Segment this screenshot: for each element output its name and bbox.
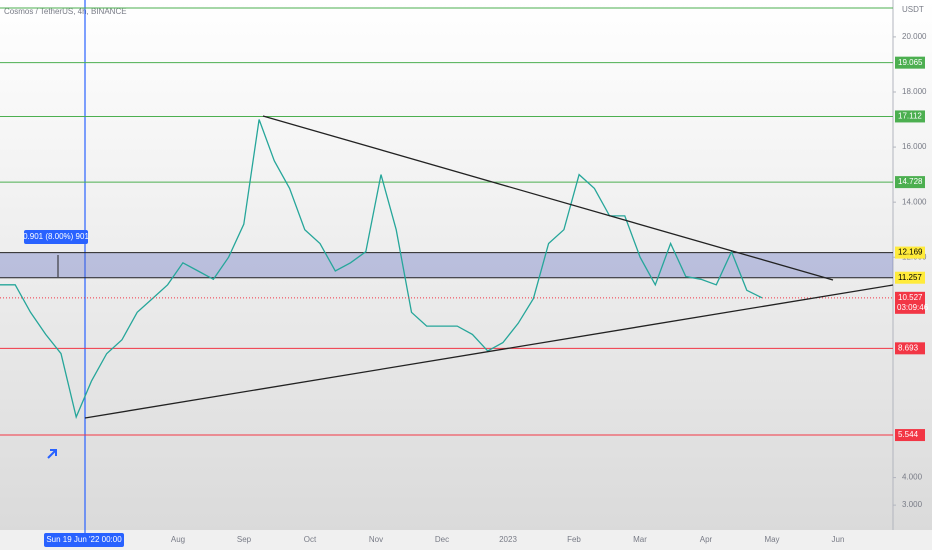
price-tag [895, 246, 925, 259]
price-tag-label: 5.544 [898, 430, 919, 439]
price-tag-label: 8.693 [898, 343, 919, 352]
x-tick-label: May [764, 535, 779, 544]
price-tag-label: 11.257 [898, 273, 922, 282]
x-tick-label: Feb [567, 535, 581, 544]
countdown: 03:09:46 [897, 303, 929, 312]
measure-box [24, 230, 88, 244]
price-tag [895, 342, 925, 355]
crosshair-date-box [44, 533, 124, 547]
x-tick-label: Apr [700, 535, 713, 544]
measure-label: 0.901 (8.00%) 901 [23, 232, 89, 241]
y-tick-label: 18.000 [902, 87, 927, 96]
y-tick-label: 14.000 [902, 197, 927, 206]
price-tag [895, 176, 925, 189]
last-price-box [895, 291, 925, 314]
x-tick-label: Jun [832, 535, 845, 544]
x-tick-label: Oct [304, 535, 317, 544]
y-tick-label: 3.000 [902, 500, 923, 509]
crosshair-date: Sun 19 Jun '22 00:00 [46, 535, 122, 544]
x-tick-label: Aug [171, 535, 185, 544]
x-tick-label: Mar [633, 535, 647, 544]
x-tick-label: Nov [369, 535, 383, 544]
price-tag [895, 271, 925, 284]
y-tick-label: 16.000 [902, 142, 927, 151]
x-tick-label: Dec [435, 535, 449, 544]
price-tag-label: 12.169 [898, 248, 923, 257]
y-tick-label: 20.000 [902, 32, 927, 41]
time-axis [0, 530, 932, 550]
price-tag [895, 429, 925, 442]
zone [0, 252, 893, 278]
price-tag-label: 19.065 [898, 58, 923, 67]
price-tag [895, 110, 925, 123]
y-tick-label: 4.000 [902, 473, 923, 482]
x-tick-label: 2023 [499, 535, 517, 544]
symbol: Cosmos / TetherUS, 4h, BINANCE [4, 7, 127, 16]
price-tag-label: 17.112 [898, 112, 922, 121]
x-tick-label: Sep [237, 535, 252, 544]
arrow-icon [47, 449, 57, 459]
price-tag-label: 14.728 [898, 177, 923, 186]
price-tag [895, 56, 925, 69]
last-price-label: 10.527 [898, 293, 923, 302]
price-line [0, 119, 763, 420]
unit: USDT [902, 5, 924, 14]
trendline-down [262, 115, 834, 281]
trendline-up [84, 284, 894, 419]
